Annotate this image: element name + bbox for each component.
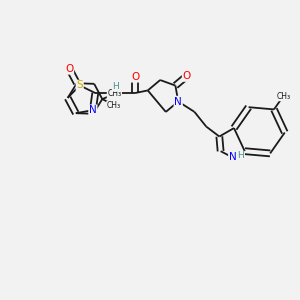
Text: H: H	[238, 152, 244, 160]
Text: N: N	[229, 152, 237, 163]
Text: N: N	[89, 105, 97, 115]
Text: CH₃: CH₃	[107, 89, 122, 98]
Text: O: O	[183, 71, 191, 81]
Text: S: S	[76, 80, 83, 90]
Text: O: O	[65, 64, 74, 74]
Text: CH₃: CH₃	[107, 101, 121, 110]
Text: H: H	[112, 82, 119, 91]
Text: CH₃: CH₃	[276, 92, 290, 100]
Text: N: N	[174, 97, 182, 106]
Text: O: O	[131, 72, 139, 82]
